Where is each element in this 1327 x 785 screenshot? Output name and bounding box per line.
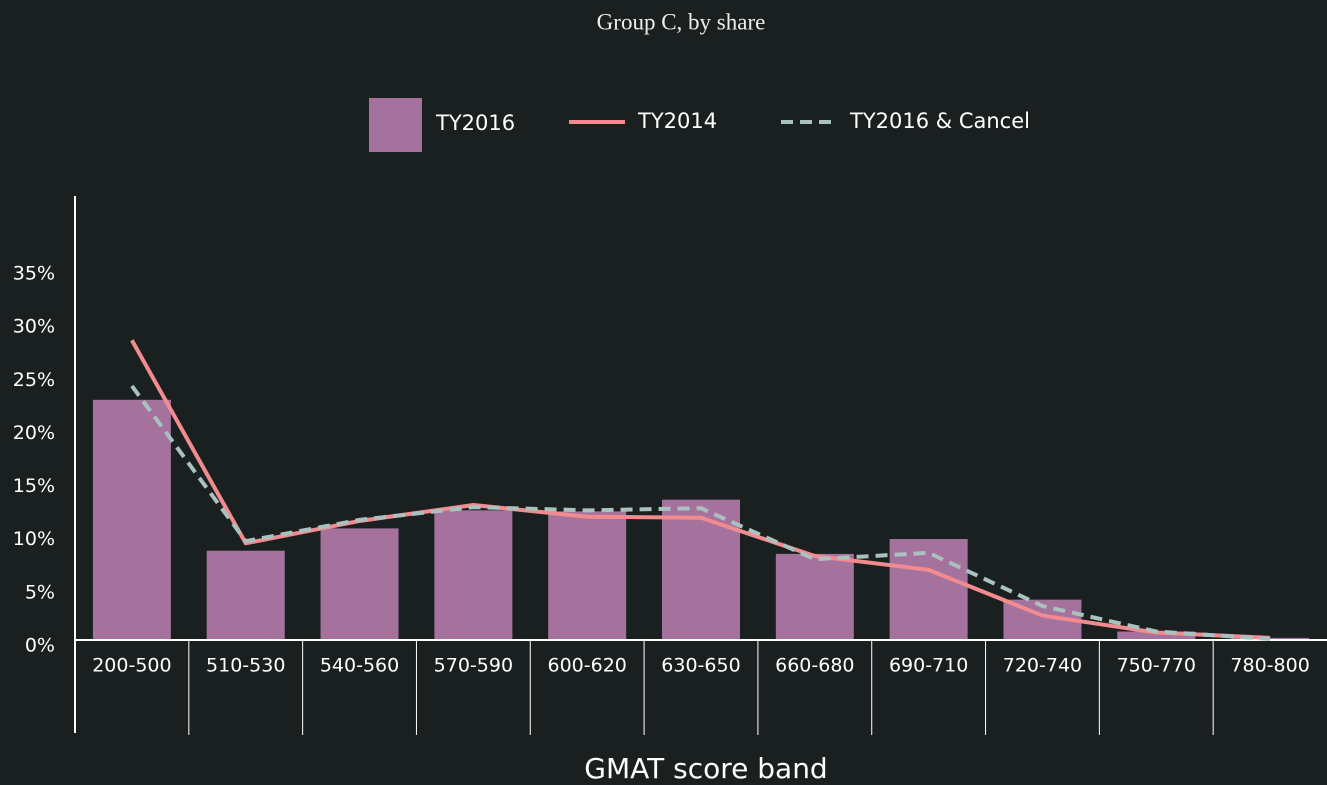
- bar: [775, 553, 854, 640]
- y-tick-label: 35%: [13, 263, 55, 285]
- y-tick-label: 0%: [25, 635, 55, 657]
- line-series: [130, 384, 1271, 641]
- bar: [662, 499, 740, 640]
- x-tick-label: 540-560: [320, 655, 399, 677]
- x-tick-label: 600-620: [547, 655, 626, 677]
- y-tick-label: 15%: [13, 475, 55, 497]
- chart-title: Group C, by share: [597, 9, 766, 34]
- legend-swatch: [369, 98, 422, 152]
- x-tick-label: 510-530: [206, 655, 285, 677]
- x-axis-label: GMAT score band: [584, 752, 827, 785]
- x-tick-label: 200-500: [92, 655, 171, 677]
- y-tick-label: 25%: [13, 369, 55, 391]
- y-tick-label: 20%: [13, 422, 55, 444]
- x-tick-label: 570-590: [434, 655, 513, 677]
- x-tick-label: 660-680: [775, 655, 854, 677]
- x-tick-label: 780-800: [1230, 655, 1309, 677]
- bar: [320, 528, 399, 640]
- legend-label: TY2014: [637, 109, 717, 133]
- bar: [92, 399, 171, 640]
- bar: [206, 550, 285, 640]
- x-tick-label: 690-710: [889, 655, 968, 677]
- x-tick-label: 750-770: [1117, 655, 1196, 677]
- x-tick-label: 720-740: [1003, 655, 1082, 677]
- bar: [548, 511, 627, 640]
- y-tick-label: 10%: [13, 528, 55, 550]
- bar: [1117, 631, 1196, 640]
- y-tick-label: 5%: [25, 581, 55, 603]
- legend-label: TY2016 & Cancel: [849, 109, 1030, 133]
- bar: [434, 510, 513, 640]
- legend-label: TY2016: [435, 111, 515, 135]
- x-tick-label: 630-650: [661, 655, 740, 677]
- y-tick-label: 30%: [13, 316, 55, 338]
